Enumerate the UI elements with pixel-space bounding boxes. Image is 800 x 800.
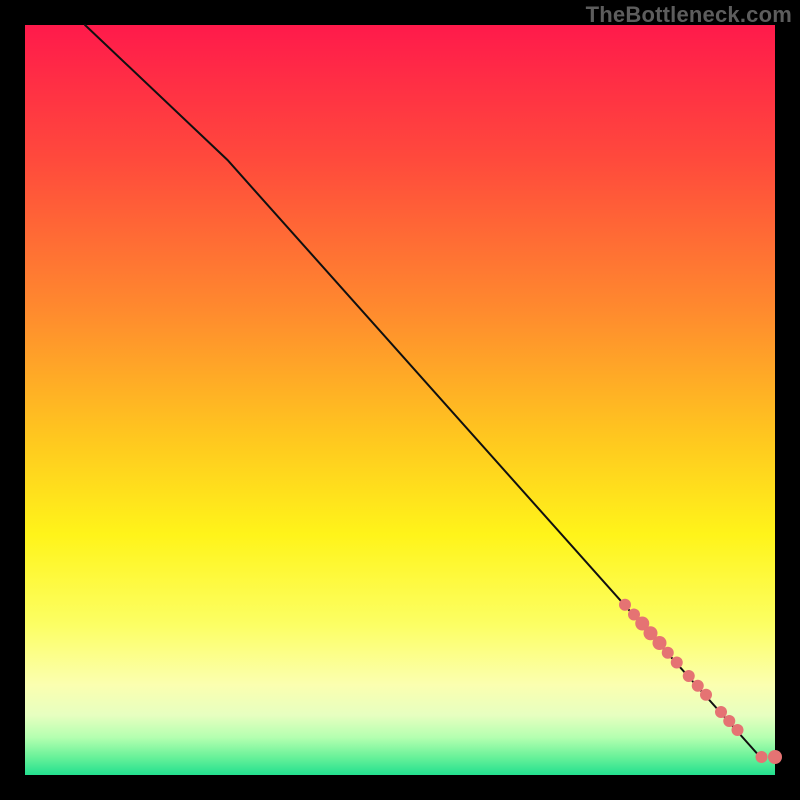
plot-area <box>25 25 775 775</box>
data-point <box>619 599 631 611</box>
data-point <box>692 680 704 692</box>
data-point <box>662 647 674 659</box>
data-point <box>700 689 712 701</box>
watermark-text: TheBottleneck.com <box>586 2 792 28</box>
data-point <box>723 715 735 727</box>
data-point <box>683 670 695 682</box>
data-point <box>671 657 683 669</box>
chart-stage: TheBottleneck.com <box>0 0 800 800</box>
data-point <box>756 751 768 763</box>
data-point <box>732 724 744 736</box>
chart-svg <box>0 0 800 800</box>
data-point <box>715 706 727 718</box>
data-point <box>768 750 782 764</box>
